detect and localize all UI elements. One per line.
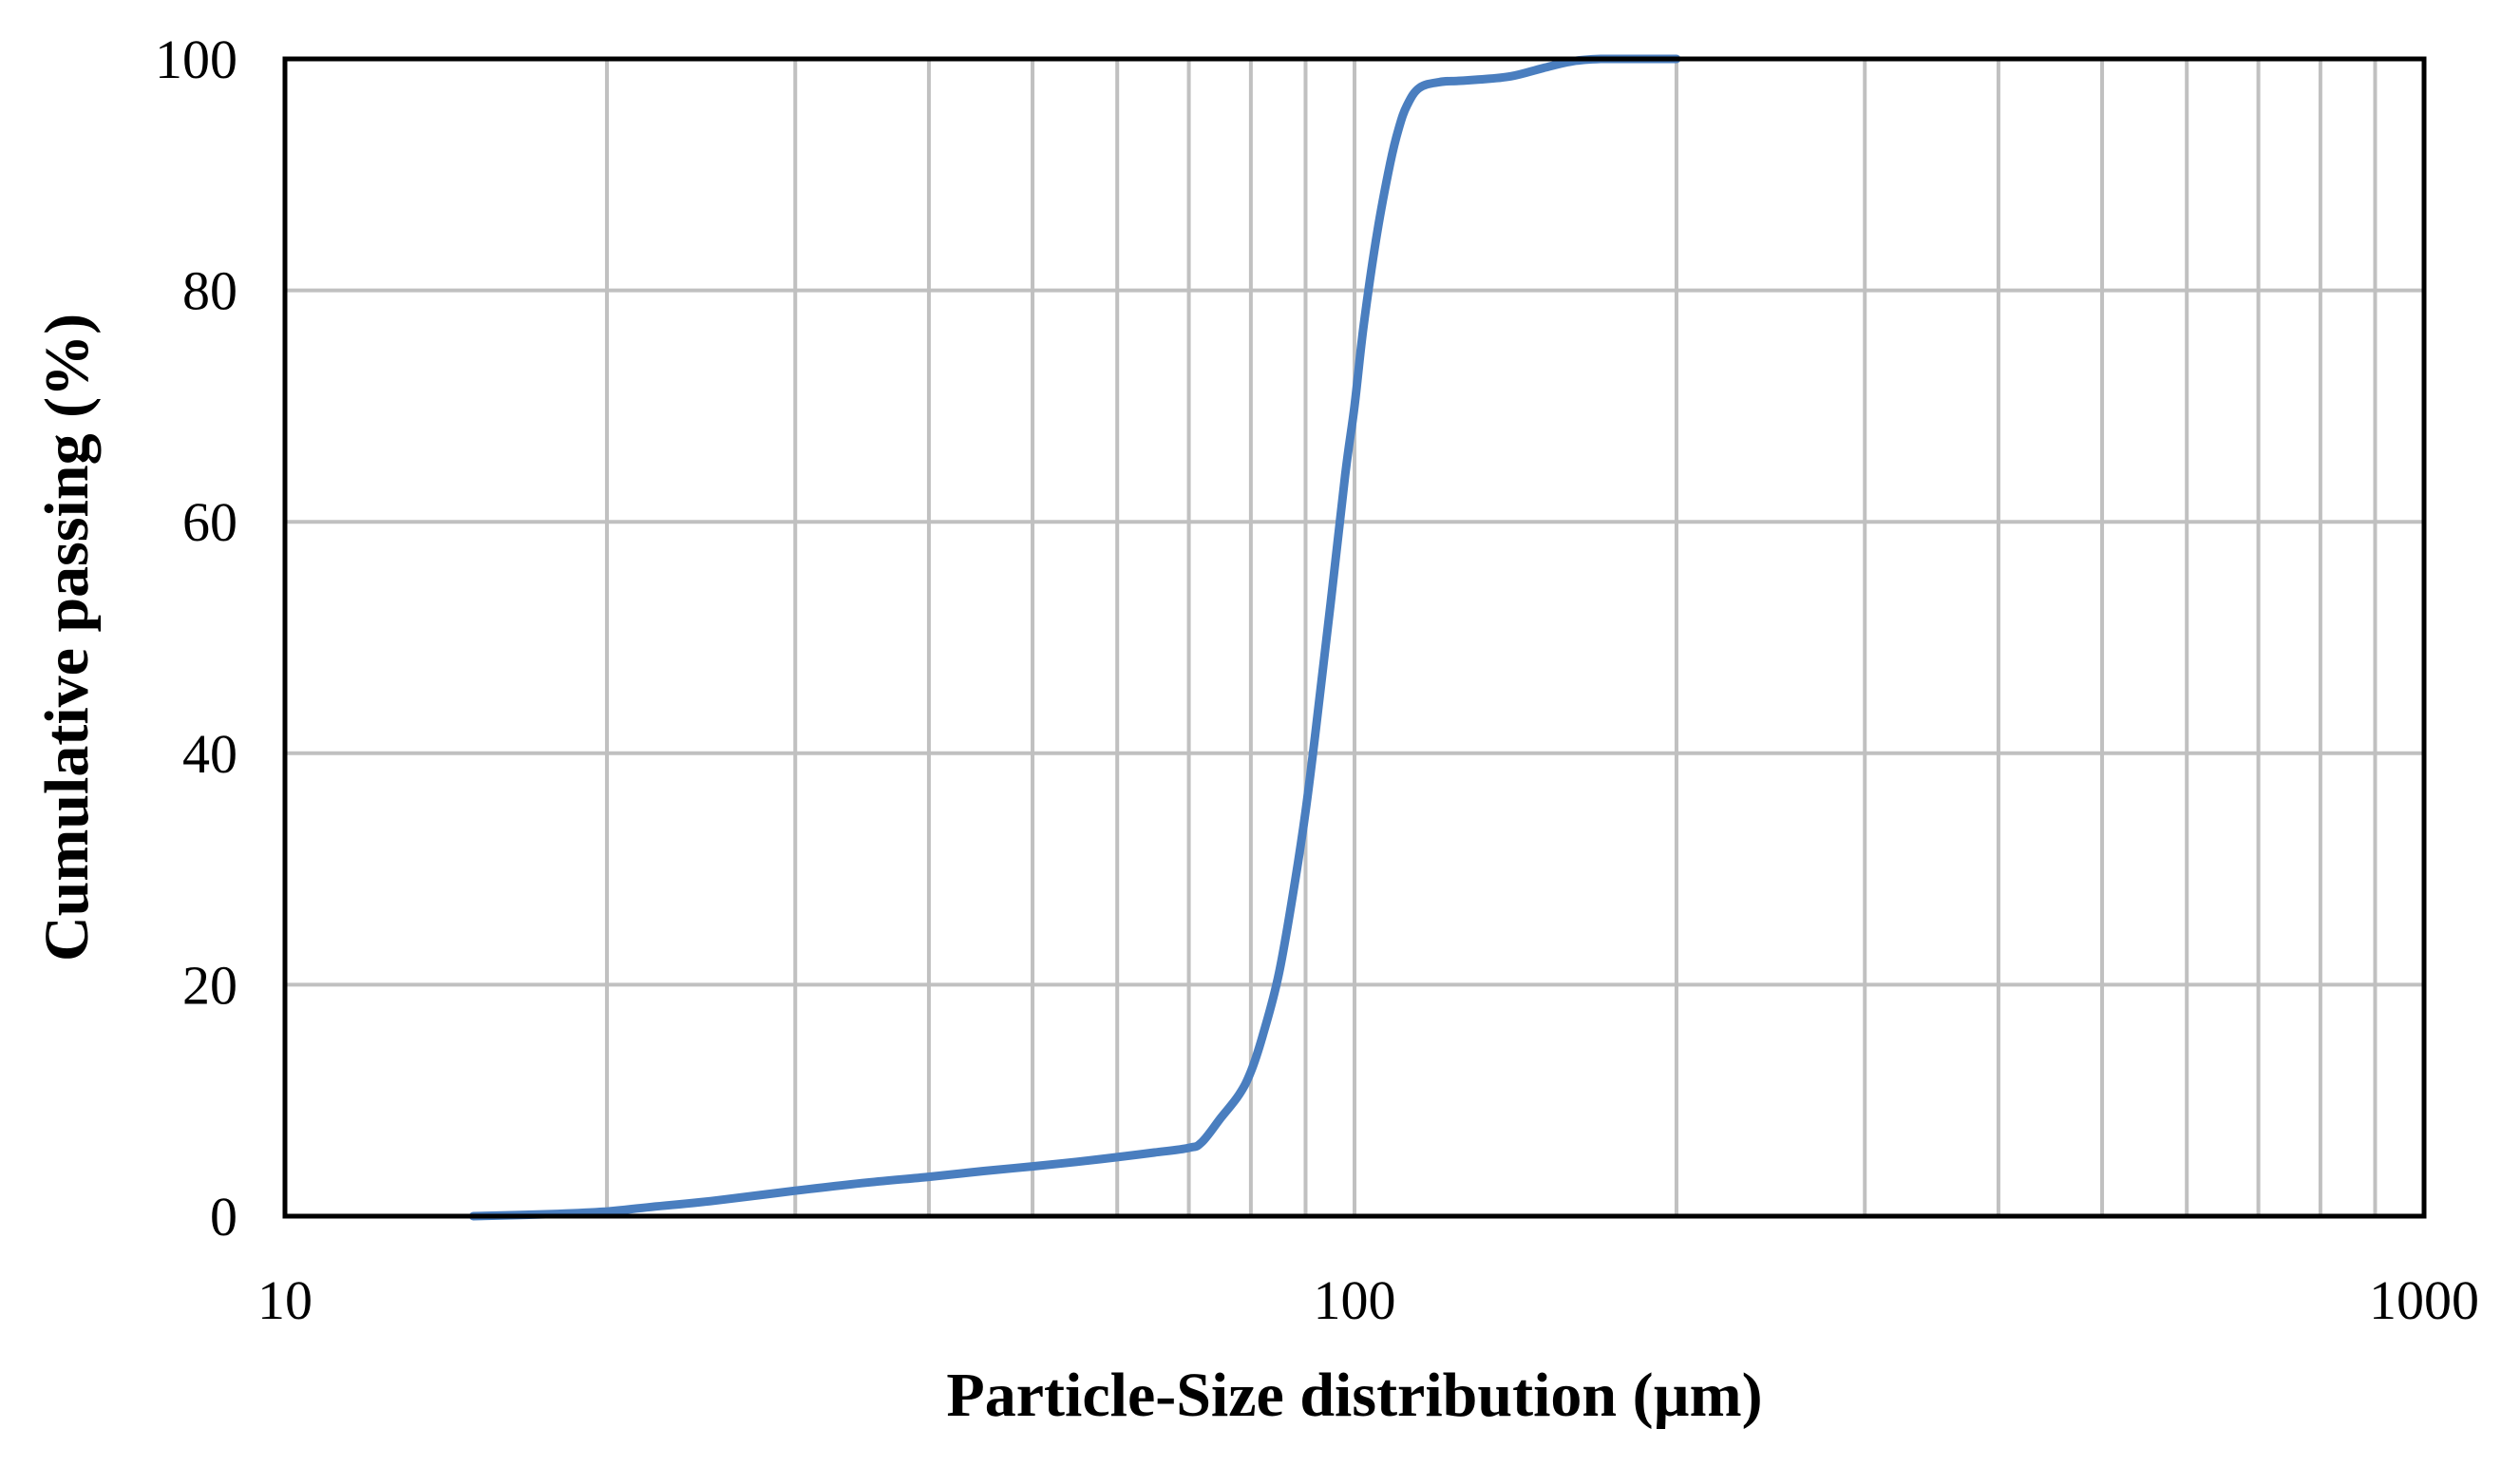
y-tick-label: 100 — [155, 29, 237, 90]
y-tick-label: 0 — [210, 1186, 237, 1248]
series-layer — [468, 54, 1681, 1221]
series-line — [468, 54, 1681, 1221]
grid-lines — [283, 57, 2426, 1218]
y-tick-label: 40 — [182, 723, 237, 785]
y-tick-label: 20 — [182, 954, 237, 1016]
y-axis-title: Cumulative passing (%) — [32, 314, 102, 962]
plot-frame — [282, 56, 2427, 1219]
x-axis-title: Particle-Size distribution (µm) — [946, 1361, 1762, 1430]
y-tick-label: 80 — [182, 260, 237, 322]
x-tick-label: 10 — [257, 1269, 313, 1331]
x-tick-label: 1000 — [2369, 1269, 2479, 1331]
x-tick-label: 100 — [1314, 1269, 1396, 1331]
tick-labels: 10 100 1000 0 20 40 60 80 100 — [155, 29, 2479, 1331]
y-tick-label: 60 — [182, 491, 237, 553]
